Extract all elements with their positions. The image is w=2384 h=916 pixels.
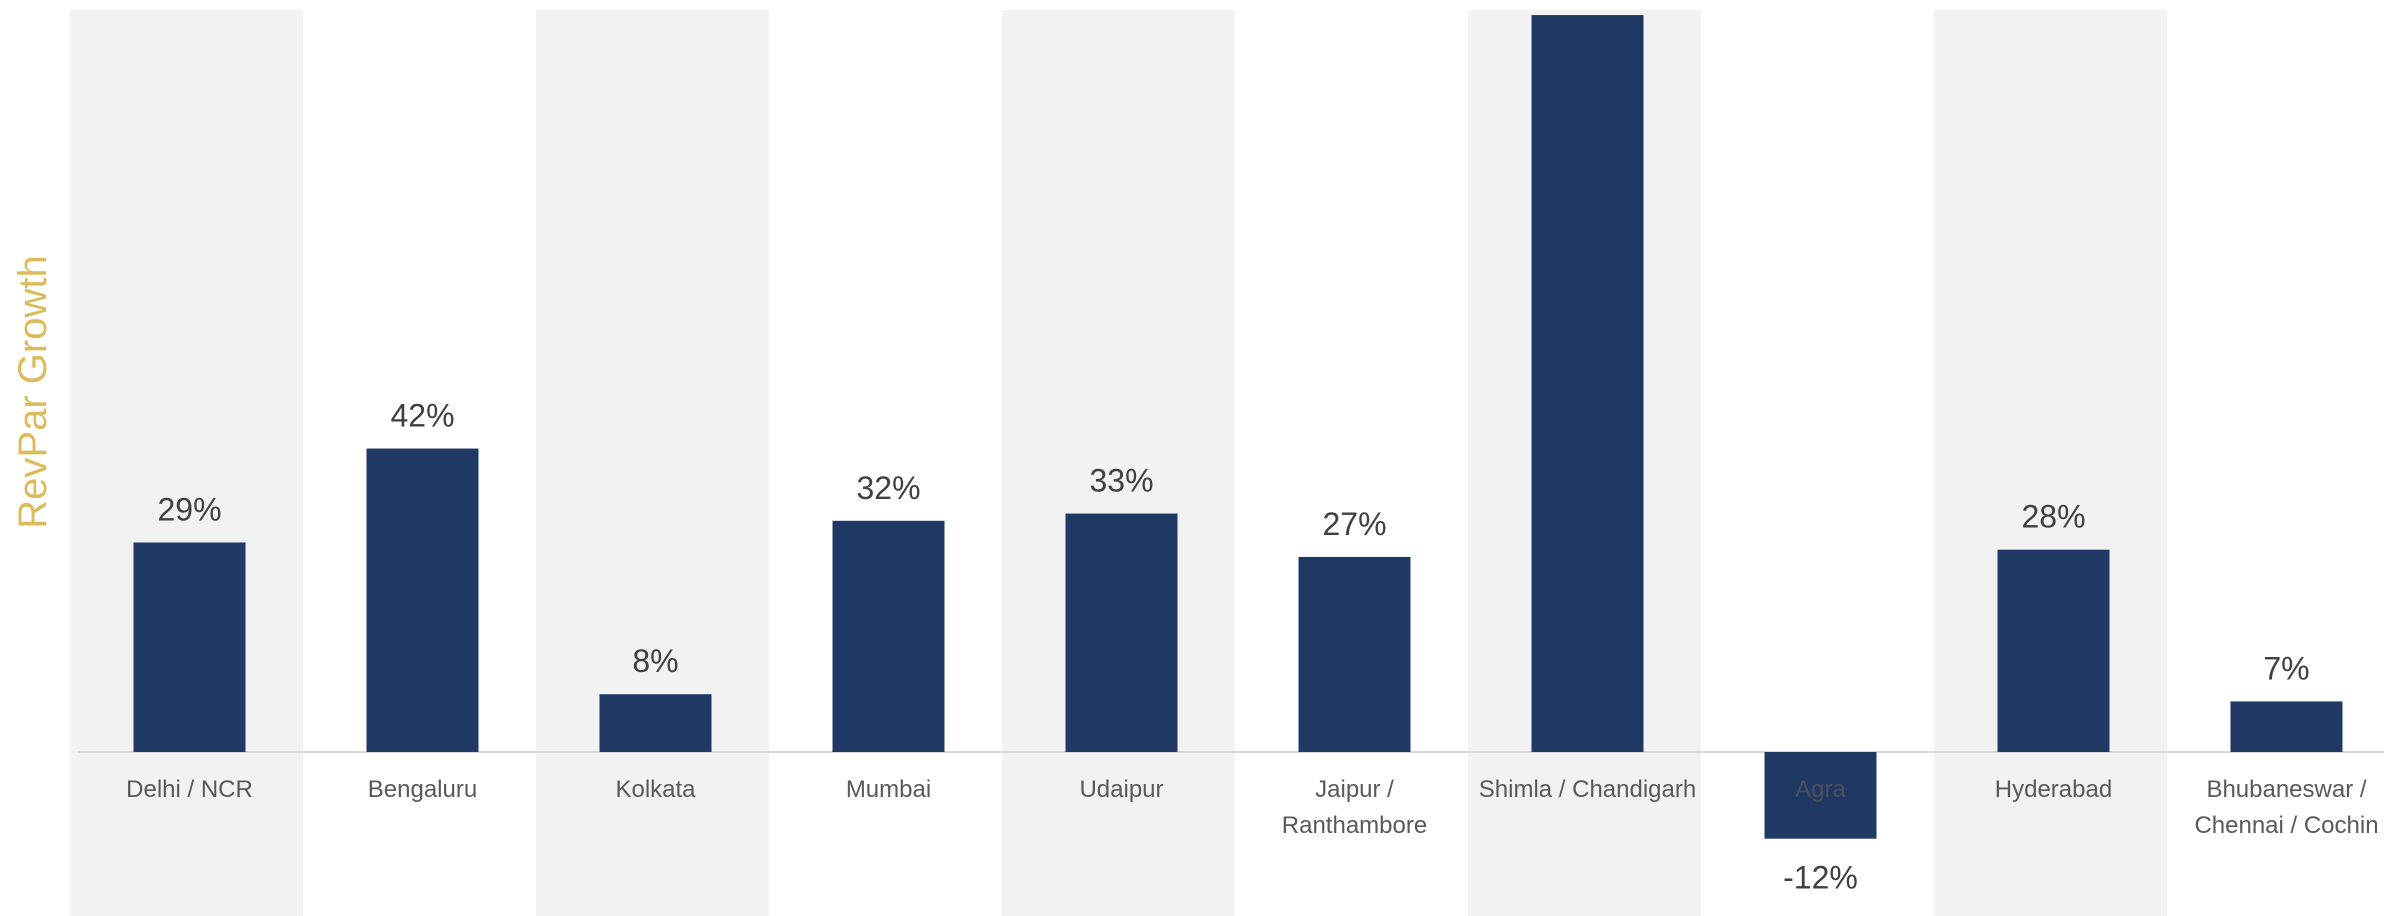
- data-label: 32%: [856, 470, 920, 506]
- bar: [366, 448, 479, 752]
- y-axis-title: RevPar Growth: [11, 255, 55, 528]
- data-label: 33%: [1089, 463, 1153, 499]
- data-label: 42%: [390, 398, 454, 434]
- data-label: 28%: [2021, 499, 2085, 535]
- category-label: Delhi / NCR: [126, 776, 253, 803]
- category-label: Hyderabad: [1995, 776, 2112, 803]
- bar: [1997, 549, 2110, 752]
- bar: [1065, 513, 1178, 752]
- bar: [1764, 752, 1877, 839]
- bar: [599, 694, 712, 752]
- bar: [1298, 556, 1411, 752]
- category-label: Bengaluru: [368, 776, 477, 803]
- data-label: 8%: [632, 643, 678, 679]
- bar: [2230, 701, 2343, 752]
- value-label-group: 29%42%8%32%33%27%102%-12%28%7%: [157, 0, 2309, 896]
- bar: [133, 542, 246, 752]
- data-label: 29%: [157, 491, 221, 527]
- bar: [832, 520, 945, 752]
- column-band: [1002, 10, 1235, 916]
- category-label: Agra: [1795, 776, 1846, 803]
- column-band: [536, 10, 769, 916]
- category-label: Udaipur: [1079, 776, 1163, 803]
- data-label: 7%: [2263, 650, 2309, 686]
- category-label: Mumbai: [846, 776, 931, 803]
- column-band: [70, 10, 303, 916]
- data-label: -12%: [1783, 860, 1858, 896]
- category-label: Kolkata: [615, 776, 696, 803]
- bar-group: [133, 15, 2343, 839]
- category-label: Bhubaneswar / Chennai / Cochin: [2194, 776, 2378, 839]
- data-label: 27%: [1322, 506, 1386, 542]
- category-label: Jaipur / Ranthambore: [1282, 776, 1427, 839]
- column-band: [1934, 10, 2167, 916]
- category-label: Shimla / Chandigarh: [1479, 776, 1696, 803]
- bar: [1531, 15, 1644, 753]
- category-label-group: Delhi / NCR Bengaluru Kolkata Mumbai Udaipur…: [126, 776, 2378, 839]
